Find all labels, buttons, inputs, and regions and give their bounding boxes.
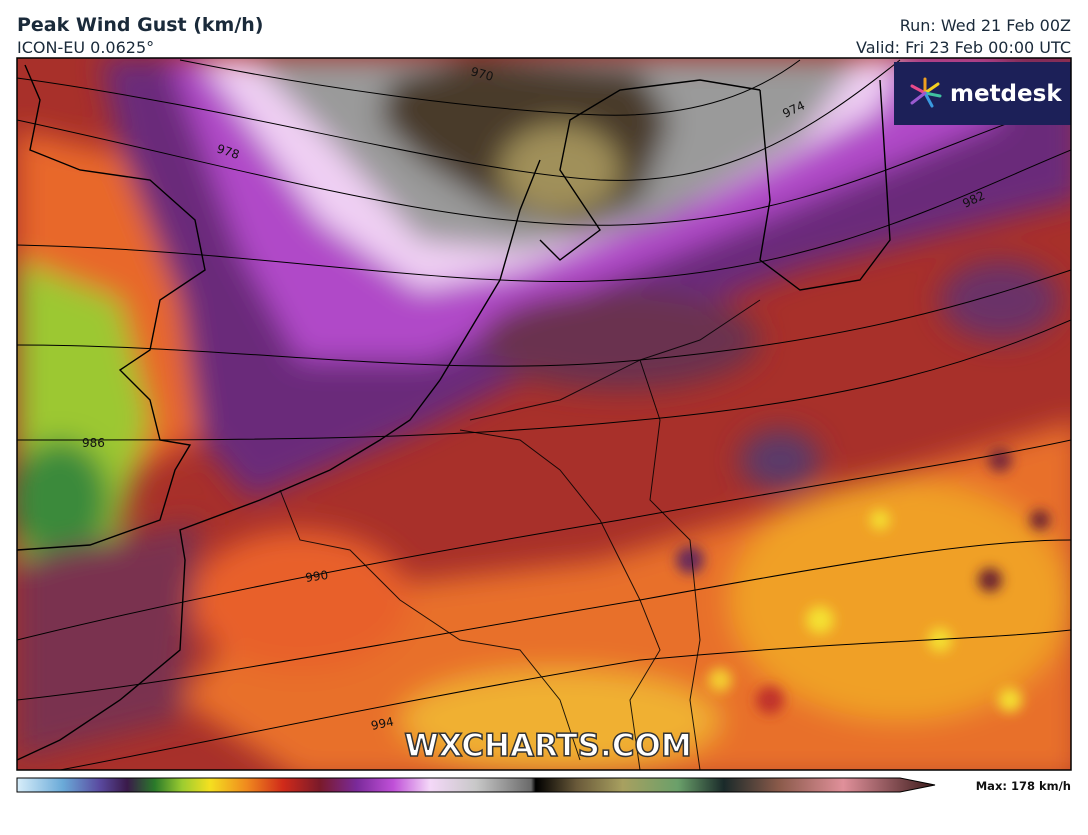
isobar-label: 994: [370, 714, 395, 732]
map-field: 970 974 978 982 986 990 994 WXCHARTS.COM…: [17, 58, 1071, 770]
isobar-labels: 970 974 978 982 986 990 994: [82, 64, 987, 733]
logo: metdesk: [894, 62, 1071, 125]
logo-text: metdesk: [950, 81, 1062, 107]
isobar-label: 986: [82, 436, 105, 450]
isobar-label: 970: [469, 64, 495, 83]
logo-icon: [910, 77, 942, 108]
valid-time: Valid: Fri 23 Feb 00:00 UTC: [856, 38, 1071, 57]
isobar-label: 990: [304, 568, 329, 585]
max-gust: Max: 178 km/h: [976, 779, 1071, 793]
coastlines: [17, 64, 891, 761]
isobar-label: 978: [215, 142, 241, 162]
colorbar-scale: [16, 777, 936, 793]
field-shading: [17, 58, 1071, 770]
field-spots: [676, 448, 1050, 714]
run-time: Run: Wed 21 Feb 00Z: [899, 16, 1071, 35]
title: Peak Wind Gust (km/h): [17, 14, 264, 36]
map-frame: [16, 57, 1072, 771]
isobars: [17, 59, 1071, 770]
model: ICON-EU 0.0625°: [17, 38, 155, 57]
colorbar: Max: 178 km/h: [16, 777, 1071, 793]
watermark: WXCHARTS.COM: [404, 728, 691, 764]
